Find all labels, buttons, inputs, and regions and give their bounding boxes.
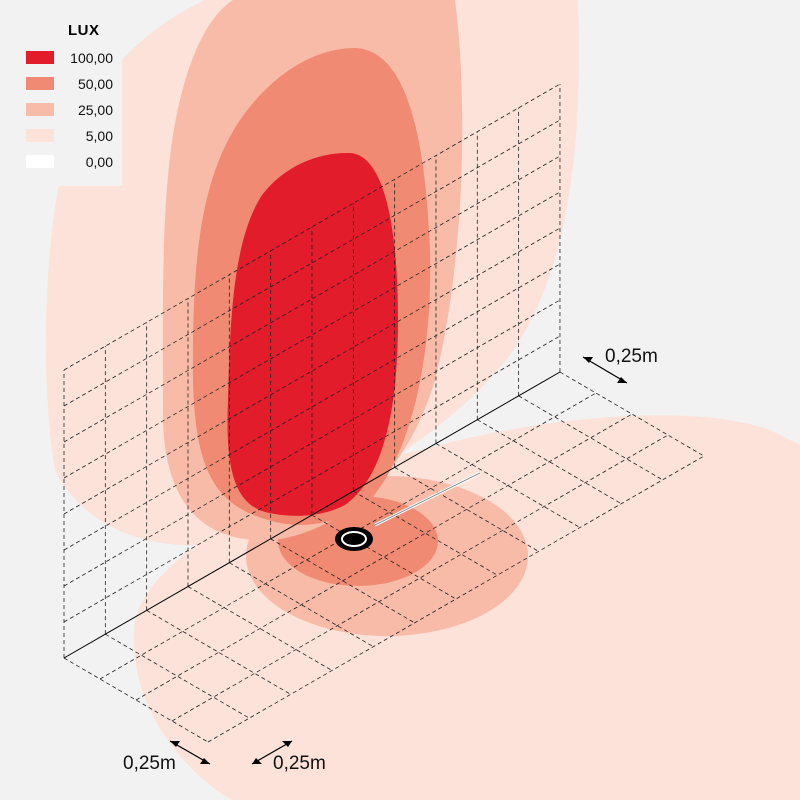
- grid-line: [63, 263, 561, 551]
- legend-label: 100,00: [70, 50, 113, 66]
- legend-label: 50,00: [77, 76, 113, 92]
- legend-swatch: [26, 77, 54, 90]
- grid-line: [171, 434, 669, 722]
- grid-line: [63, 155, 561, 443]
- measurement-grid: [63, 83, 705, 743]
- grid-line: [63, 83, 561, 371]
- grid-line: [99, 392, 597, 680]
- legend-item: 0,00: [26, 154, 122, 170]
- dimension-label-bottom-right: 0,25m: [273, 753, 326, 774]
- legend-label: 5,00: [85, 128, 113, 144]
- legend-item: 25,00: [26, 102, 122, 118]
- grid-line: [63, 191, 561, 479]
- dimension-arrows: [169, 356, 628, 765]
- legend-swatch: [26, 51, 54, 64]
- dimension-label-right: 0,25m: [605, 346, 658, 367]
- legend-label: 25,00: [77, 102, 113, 118]
- legend-label: 0,00: [85, 154, 113, 170]
- grid-line: [135, 413, 633, 701]
- grid-line: [63, 299, 561, 587]
- dimension-label-bottom-left: 0,25m: [123, 753, 176, 774]
- legend-item: 5,00: [26, 128, 122, 144]
- grid-line: [63, 227, 561, 515]
- legend: LUX 100,00 50,00 25,00 5,00 0,00: [22, 14, 122, 186]
- legend-title: LUX: [68, 22, 100, 39]
- legend-swatch: [26, 103, 54, 116]
- grid-line: [207, 455, 705, 743]
- luminaire-icon: [335, 471, 481, 551]
- wall-floor-edge: [63, 371, 561, 659]
- legend-item: 50,00: [26, 76, 122, 92]
- grid-line: [63, 335, 561, 623]
- grid-line: [63, 119, 561, 407]
- legend-swatch: [26, 155, 54, 168]
- legend-item: 100,00: [26, 50, 122, 66]
- legend-swatch: [26, 129, 54, 142]
